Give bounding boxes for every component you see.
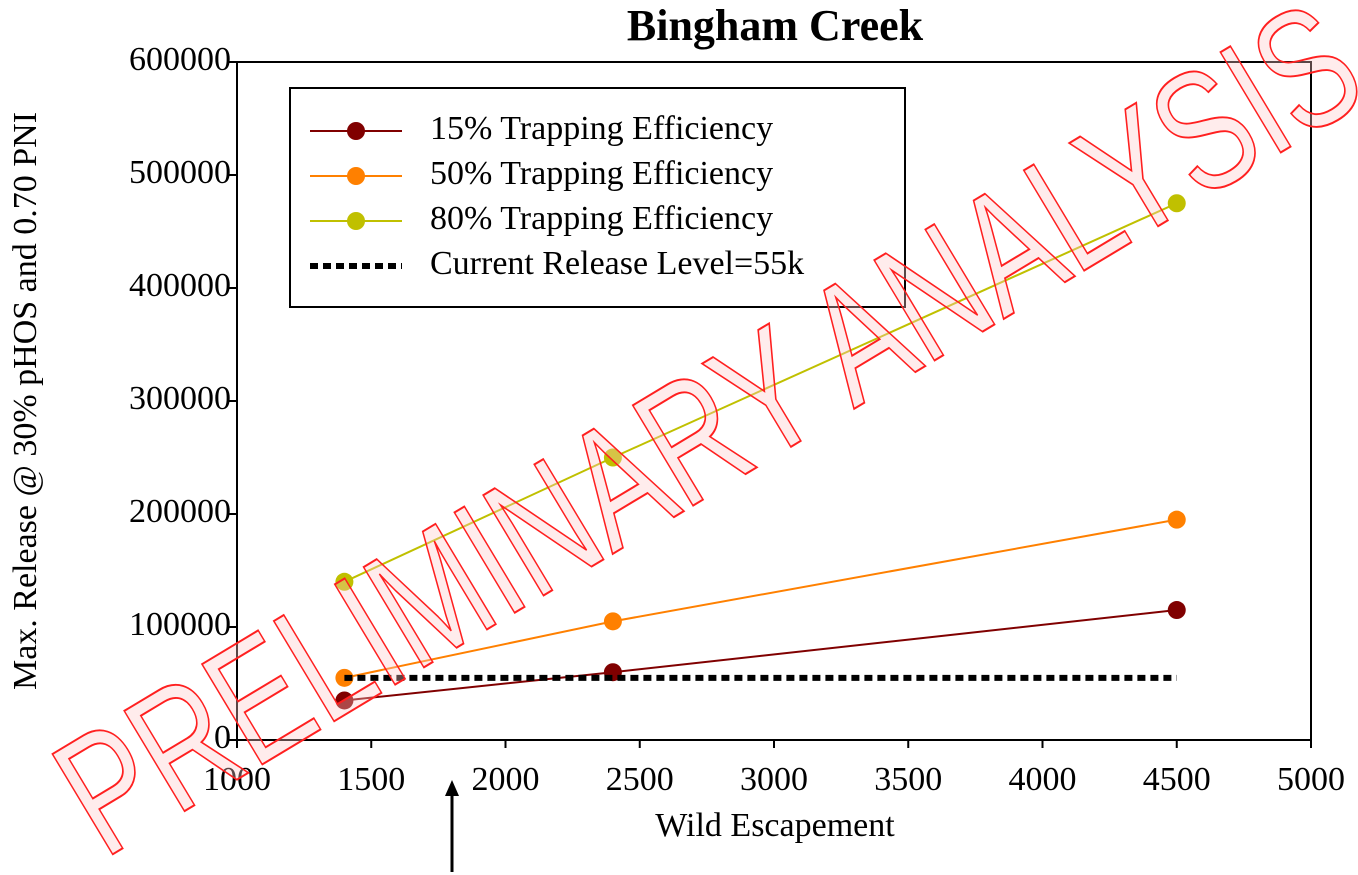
x-axis-label: Wild Escapement [655,807,895,844]
y-tick-label: 0 [214,719,231,756]
legend-label: Current Release Level=55k [430,245,804,282]
y-tick-label: 600000 [129,41,231,78]
legend-box [289,87,906,308]
y-tick-label: 200000 [129,493,231,530]
x-tick-label: 1500 [337,761,405,798]
legend-marker [347,167,365,185]
legend-label: 15% Trapping Efficiency [430,110,773,147]
x-tick-label: 3000 [740,761,808,798]
x-tick-label: 5000 [1277,761,1345,798]
marker [1167,510,1186,529]
chart-title: Bingham Creek [627,1,924,50]
x-tick-label: 3500 [874,761,942,798]
marker [335,572,354,591]
legend-marker [347,212,365,230]
y-tick-label: 400000 [129,267,231,304]
y-tick-label: 300000 [129,380,231,417]
legend-label: 50% Trapping Efficiency [430,155,773,192]
x-tick-label: 1000 [203,761,271,798]
marker [1167,194,1186,213]
marker [335,691,354,710]
arrow [445,780,459,872]
marker [603,448,622,467]
marker [603,612,622,631]
y-tick-label: 500000 [129,154,231,191]
y-axis-label: Max. Release @ 30% pHOS and 0.70 PNI [7,112,44,690]
y-tick-label: 100000 [129,606,231,643]
x-tick-label: 4500 [1143,761,1211,798]
x-tick-label: 4000 [1009,761,1077,798]
x-tick-label: 2500 [606,761,674,798]
marker [1167,601,1186,620]
legend-label: 80% Trapping Efficiency [430,200,773,237]
legend: 15% Trapping Efficiency 50% Trapping Effi… [289,87,906,308]
x-tick-label: 2000 [472,761,540,798]
legend-marker [347,122,365,140]
